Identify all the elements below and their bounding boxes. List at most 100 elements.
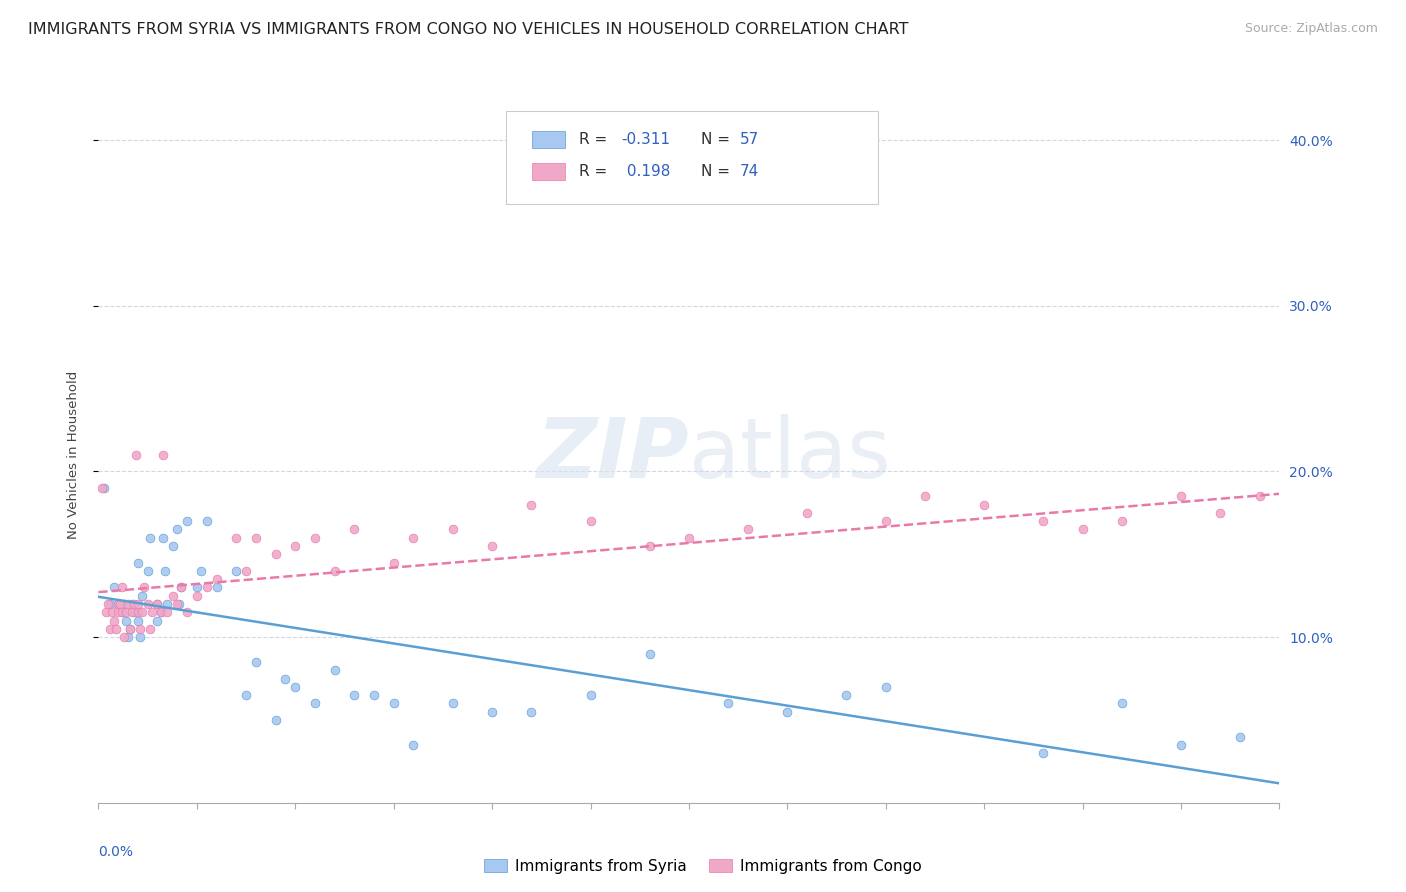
Point: [107, 597, 129, 611]
Point: [323, 663, 346, 677]
Point: [195, 514, 218, 528]
Point: [382, 556, 405, 570]
Point: [107, 597, 129, 611]
Text: R =: R =: [579, 164, 612, 179]
Point: [176, 605, 198, 619]
Point: [382, 697, 405, 711]
Point: [138, 531, 160, 545]
Point: [717, 697, 740, 711]
Point: [1288, 481, 1310, 495]
Point: [117, 597, 139, 611]
Point: [1032, 514, 1054, 528]
Point: [127, 614, 149, 628]
Point: [186, 589, 208, 603]
Point: [118, 622, 141, 636]
Point: [274, 672, 297, 686]
Point: [103, 614, 125, 628]
FancyBboxPatch shape: [506, 111, 877, 204]
Point: [638, 647, 661, 661]
Point: [1111, 514, 1133, 528]
Point: [136, 564, 159, 578]
Point: [343, 688, 366, 702]
Point: [170, 581, 193, 595]
Point: [152, 531, 174, 545]
Point: [441, 697, 464, 711]
Text: 0.198: 0.198: [621, 164, 671, 179]
Point: [167, 597, 190, 611]
Point: [112, 630, 135, 644]
Point: [98, 622, 121, 636]
FancyBboxPatch shape: [531, 163, 565, 180]
Point: [186, 581, 208, 595]
Text: 0.0%: 0.0%: [98, 845, 134, 858]
Point: [156, 597, 179, 611]
Point: [152, 448, 174, 462]
Text: R =: R =: [579, 132, 612, 147]
Point: [875, 680, 897, 694]
Point: [125, 448, 148, 462]
Point: [93, 481, 115, 495]
Point: [115, 614, 138, 628]
Point: [481, 705, 503, 719]
Point: [441, 523, 464, 537]
Point: [166, 597, 188, 611]
Point: [481, 539, 503, 553]
Point: [1367, 481, 1389, 495]
Point: [579, 688, 602, 702]
Point: [225, 564, 247, 578]
Point: [111, 605, 134, 619]
Point: [107, 605, 129, 619]
Point: [127, 597, 149, 611]
Point: [155, 564, 177, 578]
Point: [128, 630, 150, 644]
Point: [150, 605, 173, 619]
Point: [132, 581, 155, 595]
Point: [128, 622, 150, 636]
Point: [1071, 523, 1094, 537]
Point: [875, 514, 897, 528]
Point: [235, 564, 257, 578]
Point: [111, 605, 134, 619]
Point: [776, 705, 799, 719]
Point: [195, 581, 218, 595]
Point: [678, 531, 700, 545]
Text: ZIP: ZIP: [536, 415, 689, 495]
Point: [235, 688, 257, 702]
Point: [264, 713, 287, 727]
Text: 57: 57: [740, 132, 759, 147]
Point: [835, 688, 858, 702]
Point: [1170, 738, 1192, 752]
Point: [111, 581, 134, 595]
Text: N =: N =: [700, 132, 734, 147]
Point: [136, 597, 159, 611]
Legend: Immigrants from Syria, Immigrants from Congo: Immigrants from Syria, Immigrants from C…: [478, 853, 928, 880]
Point: [162, 539, 184, 553]
Point: [138, 622, 160, 636]
Point: [363, 688, 385, 702]
Point: [520, 705, 543, 719]
Point: [1229, 730, 1251, 744]
Text: N =: N =: [700, 164, 734, 179]
Point: [146, 597, 169, 611]
Point: [1249, 489, 1271, 503]
Point: [117, 630, 139, 644]
Point: [141, 605, 163, 619]
Point: [115, 605, 138, 619]
Point: [402, 531, 425, 545]
Point: [127, 556, 149, 570]
Point: [112, 597, 135, 611]
Point: [121, 605, 143, 619]
Point: [796, 506, 818, 520]
Point: [97, 597, 120, 611]
Point: [131, 605, 153, 619]
Point: [91, 481, 114, 495]
Text: 74: 74: [740, 164, 759, 179]
Point: [638, 539, 661, 553]
Point: [914, 489, 936, 503]
Point: [121, 597, 143, 611]
Point: [245, 531, 267, 545]
Text: atlas: atlas: [689, 415, 890, 495]
Point: [205, 581, 228, 595]
Point: [162, 589, 184, 603]
Point: [108, 597, 131, 611]
